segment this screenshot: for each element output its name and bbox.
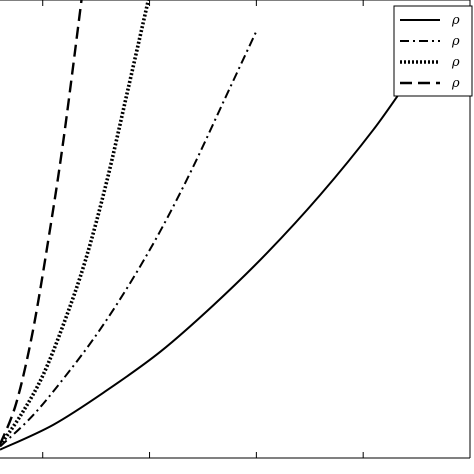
- series-line-1: [0, 30, 258, 448]
- legend-label-1: ρ: [451, 34, 460, 49]
- legend-label-0: ρ: [451, 13, 460, 28]
- series-group: [0, 0, 463, 451]
- legend-label-2: ρ: [451, 55, 460, 70]
- legend-label-3: ρ: [451, 76, 460, 91]
- series-line-2: [0, 0, 151, 447]
- series-line-3: [0, 0, 83, 445]
